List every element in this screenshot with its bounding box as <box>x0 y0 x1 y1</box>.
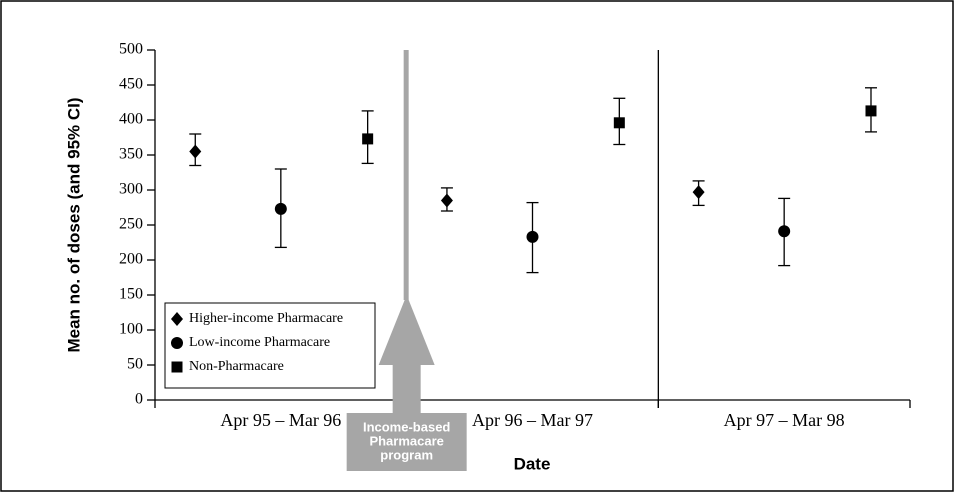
y-tick-label: 500 <box>119 41 143 58</box>
x-tick-label: Apr 96 – Mar 97 <box>472 410 593 430</box>
legend-box <box>164 302 376 389</box>
x-axis-label: Date <box>514 454 551 473</box>
y-tick-label: 0 <box>135 391 143 408</box>
point <box>526 230 539 243</box>
point <box>274 202 287 215</box>
point <box>440 193 453 208</box>
y-tick-label: 450 <box>119 76 143 93</box>
point <box>865 105 877 117</box>
annotation-box <box>346 413 467 471</box>
y-tick-label: 350 <box>119 146 143 163</box>
x-tick-label: Apr 97 – Mar 98 <box>724 410 845 430</box>
y-tick-label: 300 <box>119 181 143 198</box>
y-tick-label: 250 <box>119 216 143 233</box>
point <box>613 117 625 129</box>
annotation-arrowhead <box>378 295 435 365</box>
y-tick-label: 200 <box>119 251 143 268</box>
legend-marker <box>171 361 183 373</box>
point <box>362 133 374 145</box>
point <box>778 225 791 238</box>
x-tick-label: Apr 95 – Mar 96 <box>220 410 341 430</box>
legend-label: Low-income Pharmacare <box>189 335 330 350</box>
point <box>692 185 705 200</box>
annotation-text: program <box>380 447 433 462</box>
annotation-text: Pharmacare <box>369 433 443 448</box>
legend-label: Higher-income Pharmacare <box>189 311 343 326</box>
y-tick-label: 50 <box>127 356 143 373</box>
y-tick-label: 100 <box>119 321 143 338</box>
y-tick-label: 400 <box>119 111 143 128</box>
annotation-shaft-wide <box>392 364 421 414</box>
annotation-shaft <box>403 50 409 300</box>
legend-label: Non-Pharmacare <box>189 359 284 374</box>
y-axis-label: Mean no. of doses (and 95% CI) <box>64 97 83 352</box>
y-tick-label: 150 <box>119 286 143 303</box>
legend-marker <box>171 312 183 326</box>
point <box>189 144 202 159</box>
annotation-text: Income-based <box>363 419 450 434</box>
legend-marker <box>171 337 183 349</box>
